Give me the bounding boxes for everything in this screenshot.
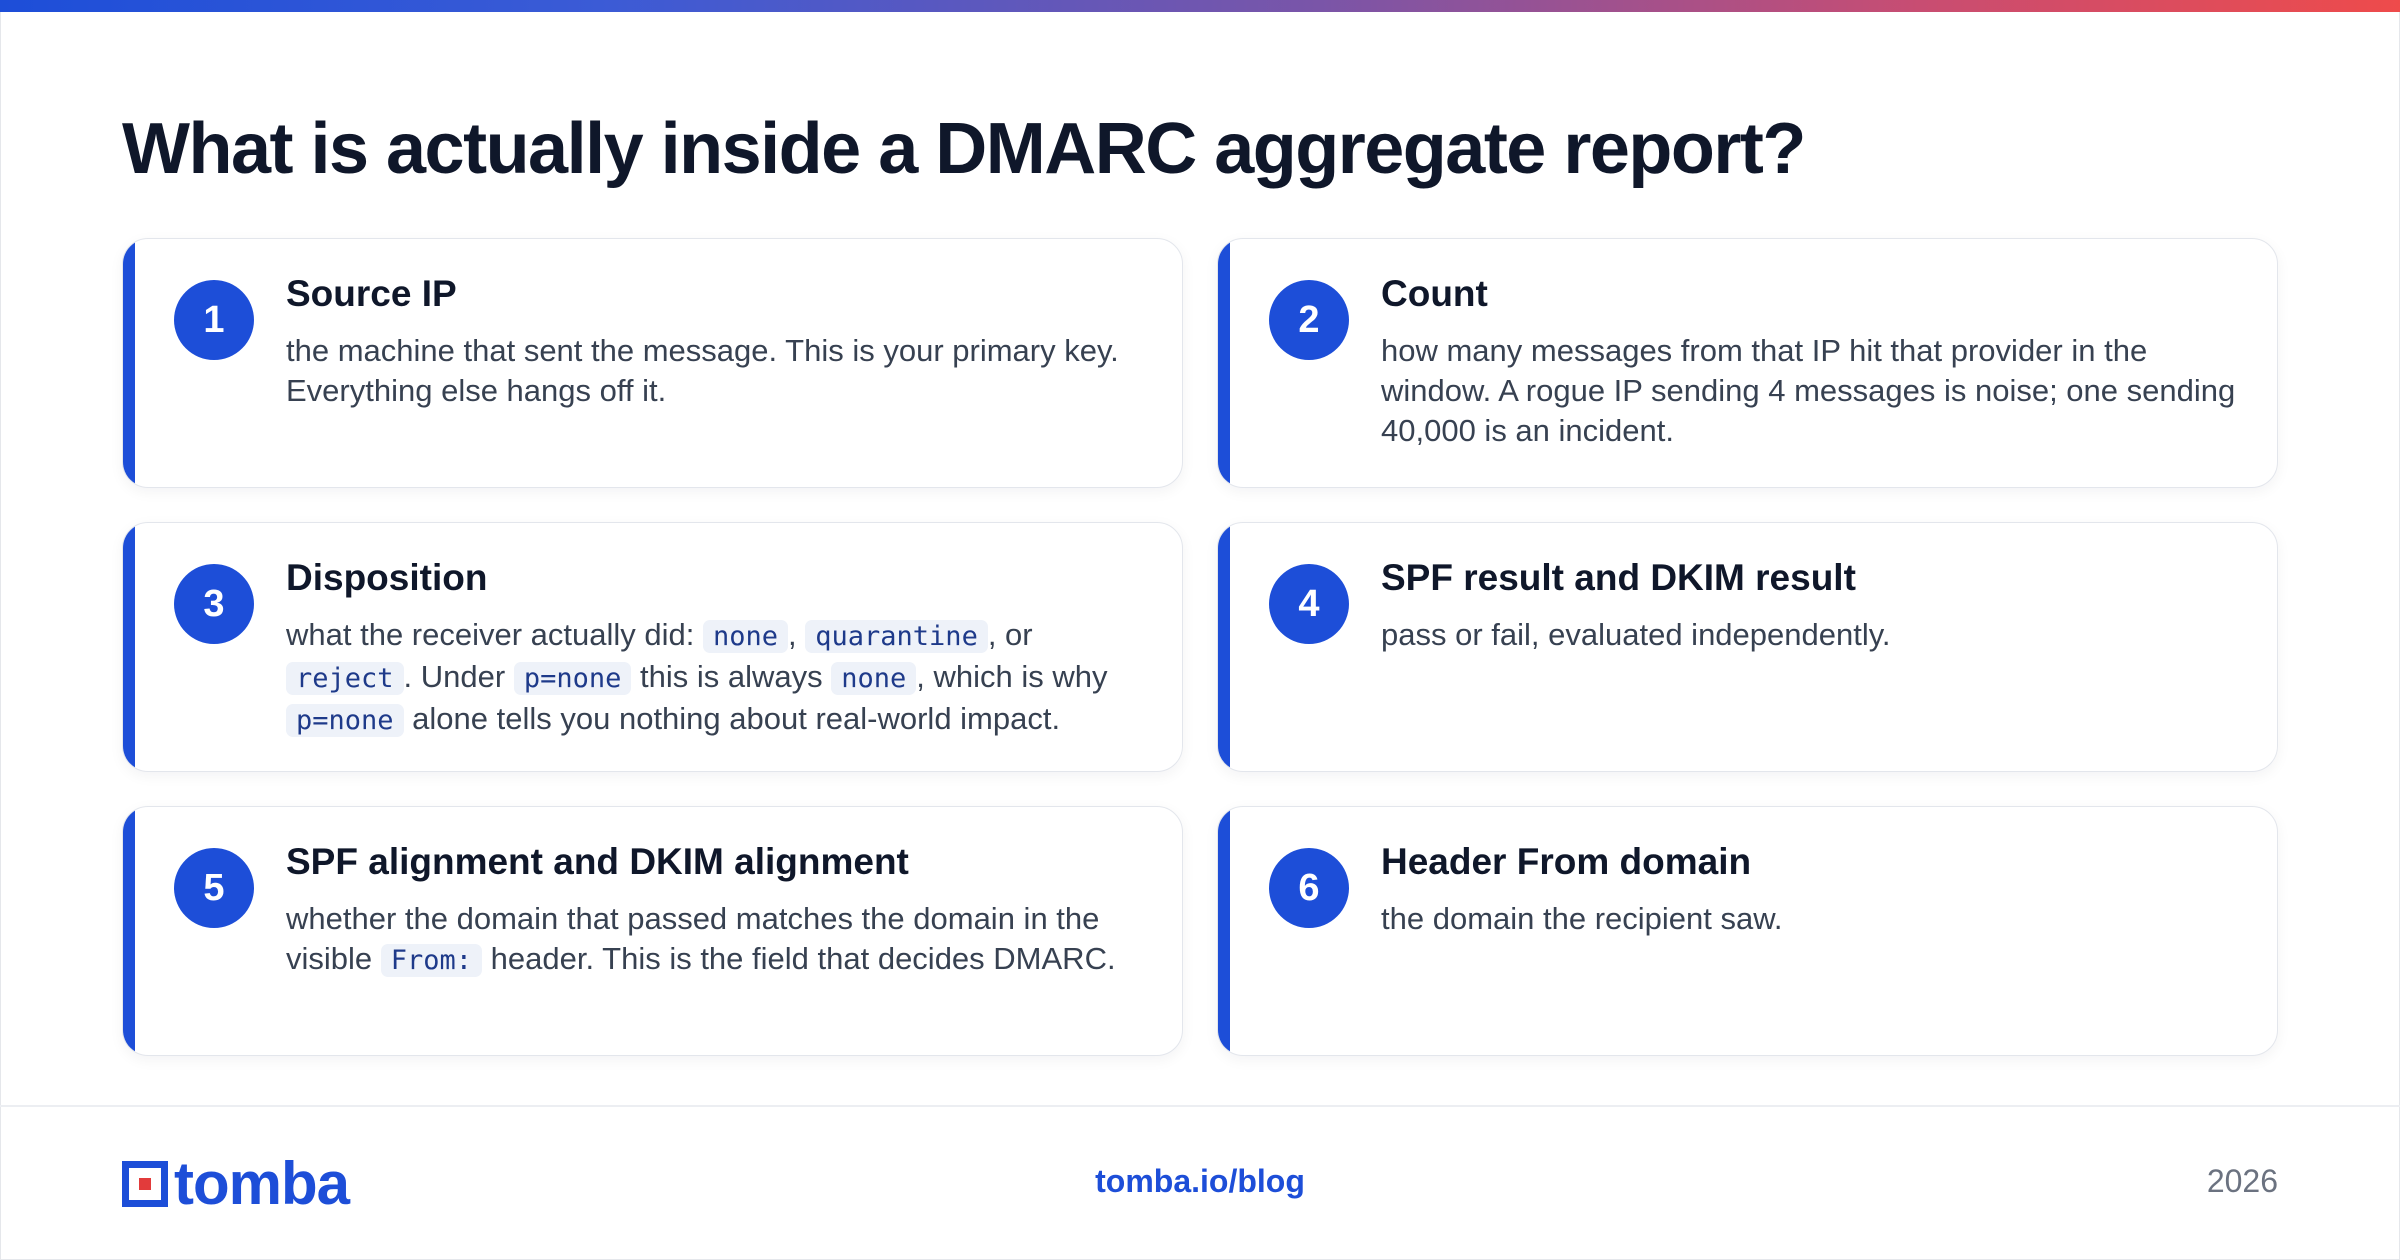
card-heading: Source IP bbox=[286, 273, 457, 314]
text-segment: , which is why bbox=[916, 659, 1108, 694]
footer-url-link[interactable]: tomba.io/blog bbox=[1095, 1163, 1305, 1199]
logo-text: tomba bbox=[174, 1150, 350, 1217]
card-text: the machine that sent the message. This … bbox=[286, 333, 1119, 408]
code-from: From: bbox=[380, 944, 483, 977]
card-spf-dkim-alignment: 5 SPF alignment and DKIM alignment wheth… bbox=[122, 806, 1183, 1056]
card-accent-bar bbox=[1218, 807, 1230, 1055]
card-heading: Header From domain bbox=[1381, 841, 1752, 882]
card-text: the domain the recipient saw. bbox=[1381, 901, 1783, 936]
code-p-none: p=none bbox=[513, 662, 632, 695]
card-heading: SPF result and DKIM result bbox=[1381, 557, 1856, 598]
card-accent-bar bbox=[123, 807, 135, 1055]
code-reject: reject bbox=[286, 662, 404, 695]
tomba-logo[interactable]: tomba bbox=[122, 1150, 350, 1217]
text-segment: , or bbox=[987, 617, 1033, 652]
card-spf-dkim-result: 4 SPF result and DKIM result pass or fai… bbox=[1217, 522, 2278, 772]
text-segment: whether the domain that passed matches t… bbox=[286, 901, 1100, 976]
logo-mark-icon bbox=[122, 1161, 168, 1207]
code-none: none bbox=[703, 620, 789, 653]
code-quarantine: quarantine bbox=[805, 620, 988, 653]
text-segment: , bbox=[788, 617, 806, 652]
number-badge: 1 bbox=[174, 280, 254, 360]
card-accent-bar bbox=[1218, 239, 1230, 487]
card-accent-bar bbox=[123, 239, 135, 487]
number-badge: 4 bbox=[1269, 564, 1349, 644]
text-segment: . Under bbox=[403, 659, 514, 694]
card-source-ip: 1 Source IP the machine that sent the me… bbox=[122, 238, 1183, 488]
number-badge: 5 bbox=[174, 848, 254, 928]
card-text: what the receiver actually did: none, qu… bbox=[286, 615, 1166, 741]
card-heading: SPF alignment and DKIM alignment bbox=[286, 841, 909, 882]
card-text: how many messages from that IP hit that … bbox=[1381, 333, 2236, 448]
text-segment: header. This is the field that decides D… bbox=[482, 941, 1116, 976]
text-segment: what the receiver actually did: bbox=[286, 617, 703, 652]
cards-grid: 1 Source IP the machine that sent the me… bbox=[122, 238, 2278, 1056]
card-disposition: 3 Disposition what the receiver actually… bbox=[122, 522, 1183, 772]
page-title: What is actually inside a DMARC aggregat… bbox=[122, 109, 1806, 189]
card-count: 2 Count how many messages from that IP h… bbox=[1217, 238, 2278, 488]
card-heading: Disposition bbox=[286, 557, 488, 598]
footer-divider bbox=[0, 1105, 2400, 1107]
card-text: whether the domain that passed matches t… bbox=[286, 899, 1166, 981]
text-segment: this is always bbox=[631, 659, 832, 694]
number-badge: 6 bbox=[1269, 848, 1349, 928]
code-p-none: p=none bbox=[286, 704, 404, 737]
card-text: pass or fail, evaluated independently. bbox=[1381, 617, 1891, 652]
card-heading: Count bbox=[1381, 273, 1488, 314]
code-none: none bbox=[831, 662, 917, 695]
top-gradient-bar bbox=[0, 0, 2400, 12]
number-badge: 3 bbox=[174, 564, 254, 644]
footer-year: 2026 bbox=[2206, 1163, 2278, 1199]
text-segment: alone tells you nothing about real-world… bbox=[403, 701, 1061, 736]
card-accent-bar bbox=[123, 523, 135, 771]
card-header-from-domain: 6 Header From domain the domain the reci… bbox=[1217, 806, 2278, 1056]
number-badge: 2 bbox=[1269, 280, 1349, 360]
card-accent-bar bbox=[1218, 523, 1230, 771]
